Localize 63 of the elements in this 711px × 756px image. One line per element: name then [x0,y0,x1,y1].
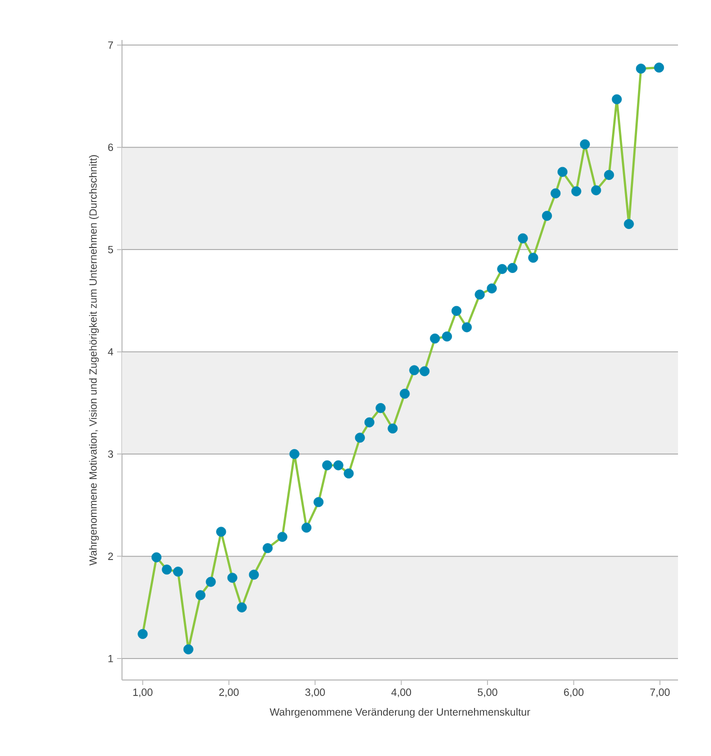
y-axis-title: Wahrgenommene Motivation, Vision und Zugehörigkeit zum Unternehmen (Durchschnitt) [89,155,99,566]
point [206,576,216,587]
point [151,552,162,562]
point [591,185,602,196]
x-tick-label: 3,00 [305,688,325,698]
point [474,290,485,300]
point [138,628,148,639]
x-tick-label: 7,00 [650,688,670,698]
point [409,365,420,376]
point [262,543,273,554]
point [420,366,430,376]
point [542,210,552,221]
point [236,602,247,612]
point [216,526,226,537]
y-tick-label: 4 [108,348,114,356]
point [508,262,518,273]
point [162,564,172,575]
point [344,468,354,478]
point [289,449,300,460]
point [173,566,184,577]
point [518,233,528,244]
point [364,417,374,428]
y-tick-label: 6 [108,144,114,152]
point [400,388,410,399]
y-tick-label: 7 [108,42,113,49]
point [604,170,614,180]
point [430,334,440,344]
x-tick-label: 4,00 [391,688,412,698]
point [442,331,452,342]
point [486,283,497,294]
point [528,252,538,263]
point [248,570,259,580]
point [195,590,206,600]
point [636,64,646,74]
point [462,322,472,332]
x-axis-title: Wahrgenommene Veränderung der Unternehmenskultur [270,708,530,718]
point [558,166,568,177]
y-tick-label: 3 [108,450,114,458]
x-tick-label: 1,00 [133,688,152,698]
point [571,186,582,196]
point [497,264,508,274]
point [388,423,398,434]
point [654,62,664,73]
point [322,460,332,470]
point [354,432,365,443]
point [612,94,622,104]
point [624,219,634,230]
point [376,403,386,414]
x-tick-label: 6,00 [564,688,584,698]
y-tick-label: 5 [108,246,114,254]
point [227,572,238,583]
point [451,306,462,316]
point [301,522,312,533]
point [333,460,344,470]
y-tick-label: 2 [108,552,113,560]
point [550,188,561,198]
point [183,644,194,654]
point [580,139,590,150]
point [314,497,324,508]
x-tick-label: 2,00 [219,688,239,698]
x-tick-label: 5,00 [478,688,498,698]
point [277,532,288,542]
y-tick-label: 1 [108,654,113,662]
